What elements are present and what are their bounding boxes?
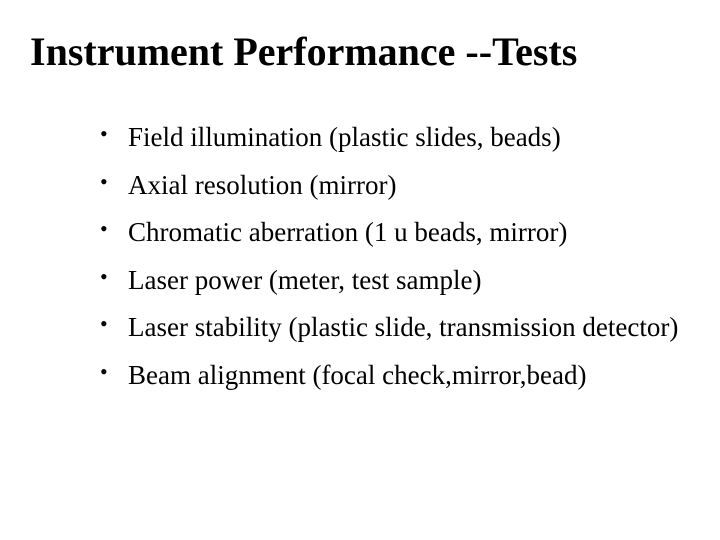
list-item: Beam alignment (focal check,mirror,bead) [100,355,690,396]
slide-title: Instrument Performance --Tests [30,28,690,75]
bullet-list: Field illumination (plastic slides, bead… [30,117,690,395]
list-item: Field illumination (plastic slides, bead… [100,117,690,158]
list-item: Chromatic aberration (1 u beads, mirror) [100,212,690,253]
list-item: Laser stability (plastic slide, transmis… [100,307,690,348]
list-item: Axial resolution (mirror) [100,165,690,206]
list-item: Laser power (meter, test sample) [100,260,690,301]
